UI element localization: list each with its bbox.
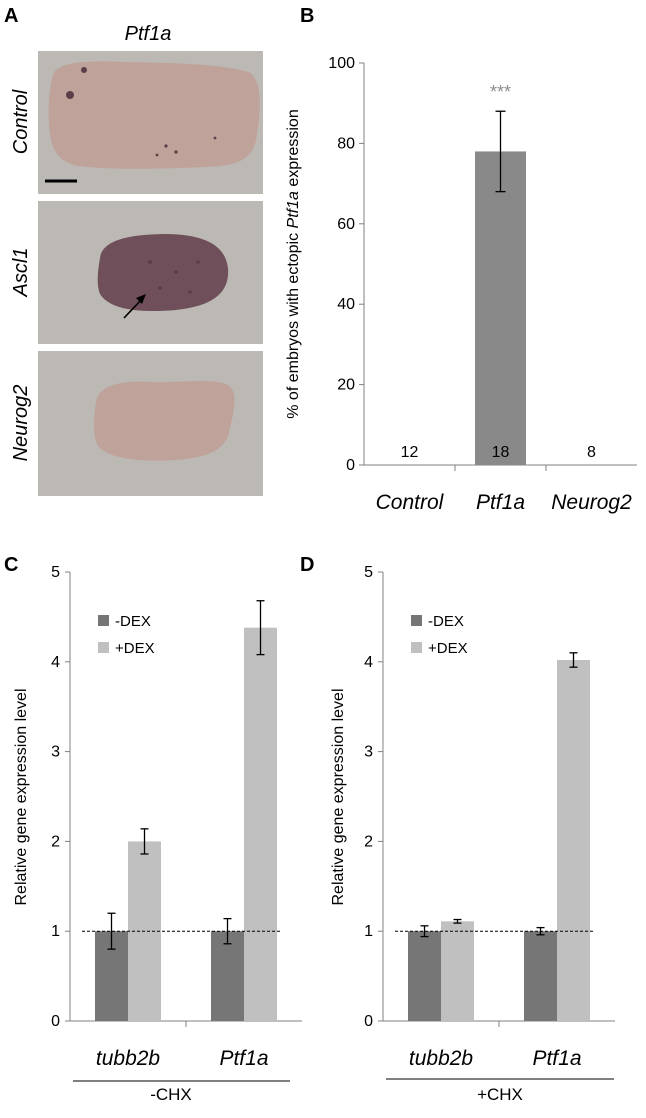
panel-letter-d: D xyxy=(300,554,314,576)
bar xyxy=(441,921,474,1021)
embryo-image xyxy=(48,61,260,169)
y-axis-label-part: expression xyxy=(285,109,302,191)
y-tick-label: 80 xyxy=(337,135,355,152)
x-category-label: Control xyxy=(376,491,445,514)
y-axis-label: Relative gene expression level xyxy=(13,688,30,905)
bar xyxy=(524,931,557,1021)
group-label: +CHX xyxy=(477,1085,523,1104)
sample-count-label: 12 xyxy=(401,444,419,461)
sample-count-label: 8 xyxy=(587,444,596,461)
y-tick-label: 60 xyxy=(337,216,355,233)
group-label: -CHX xyxy=(150,1085,192,1104)
y-tick-label: 0 xyxy=(364,1013,373,1030)
stain-spot xyxy=(174,270,178,274)
panel-letter-c: C xyxy=(4,554,18,576)
y-tick-label: 3 xyxy=(51,744,60,761)
y-tick-label: 5 xyxy=(364,564,373,581)
photo-ascl1: Ascl1 xyxy=(10,201,263,344)
panel-a-title: Ptf1a xyxy=(125,23,172,45)
legend-label: +DEX xyxy=(115,640,155,657)
legend-swatch xyxy=(411,642,422,653)
stain-spot xyxy=(81,67,87,73)
embryo-image xyxy=(97,234,229,312)
y-tick-label: 4 xyxy=(364,654,373,671)
panel-a-photos: Ptf1a Control Ascl1 xyxy=(10,23,263,496)
photo-control: Control xyxy=(10,51,263,194)
panel-c-chart: Relative gene expression level -CHX 0 1 2 3… xyxy=(13,564,302,1104)
y-tick-label: 1 xyxy=(51,923,60,940)
legend-swatch xyxy=(98,642,109,653)
y-tick-label: 40 xyxy=(337,296,355,313)
stain-spot xyxy=(196,260,200,264)
legend-label: -DEX xyxy=(428,613,464,630)
photo-label-ascl1: Ascl1 xyxy=(10,248,32,298)
y-tick-label: 0 xyxy=(51,1013,60,1030)
photo-label-control: Control xyxy=(10,89,32,154)
panel-d-chart: Relative gene expression level +CHX 0 1 2 3… xyxy=(330,564,615,1104)
y-axis-label-part: % of embryos with ectopic xyxy=(285,228,302,418)
x-category-label: Neurog2 xyxy=(551,491,632,514)
bar xyxy=(408,931,441,1021)
y-tick-label: 3 xyxy=(364,744,373,761)
x-category-label: tubb2b xyxy=(96,1047,161,1070)
y-tick-label: 1 xyxy=(364,923,373,940)
x-category-label: Ptf1a xyxy=(219,1047,268,1070)
legend-label: +DEX xyxy=(428,640,468,657)
panel-b-chart: % of embryos with ectopic Ptf1a expressi… xyxy=(285,55,637,514)
y-tick-label: 4 xyxy=(51,654,60,671)
legend-label: -DEX xyxy=(115,613,151,630)
bar xyxy=(475,151,526,465)
embryo-image xyxy=(94,380,235,461)
stain-spot xyxy=(213,136,217,140)
legend-swatch xyxy=(98,615,109,626)
arrow-head-icon xyxy=(136,294,146,304)
y-tick-label: 5 xyxy=(51,564,60,581)
bar xyxy=(244,627,277,1021)
y-tick-label: 100 xyxy=(328,55,355,72)
bar xyxy=(211,931,244,1021)
stain-spot xyxy=(148,260,152,264)
panel-letter-a: A xyxy=(4,5,18,27)
sample-count-label: 18 xyxy=(492,444,510,461)
y-tick-label: 20 xyxy=(337,377,355,394)
stain-spot xyxy=(66,91,74,99)
x-category-label: Ptf1a xyxy=(476,491,525,514)
stain-spot xyxy=(174,150,178,154)
y-tick-label: 2 xyxy=(364,833,373,850)
y-axis-label-gene: Ptf1a xyxy=(285,191,302,228)
legend-swatch xyxy=(411,615,422,626)
y-tick-label: 2 xyxy=(51,833,60,850)
y-tick-label: 0 xyxy=(346,457,355,474)
significance-marker: *** xyxy=(490,82,511,102)
panel-letter-b: B xyxy=(300,5,314,27)
photo-label-neurog2: Neurog2 xyxy=(10,385,32,462)
stain-spot xyxy=(188,290,192,294)
stain-spot xyxy=(158,286,162,290)
stain-spot xyxy=(155,153,159,157)
photo-neurog2: Neurog2 xyxy=(10,351,263,496)
bar xyxy=(557,660,590,1021)
y-axis-label: Relative gene expression level xyxy=(330,688,347,905)
stain-spot xyxy=(164,144,168,148)
y-axis-label: % of embryos with ectopic Ptf1a expressi… xyxy=(285,109,302,418)
x-category-label: Ptf1a xyxy=(532,1047,581,1070)
x-category-label: tubb2b xyxy=(409,1047,474,1070)
